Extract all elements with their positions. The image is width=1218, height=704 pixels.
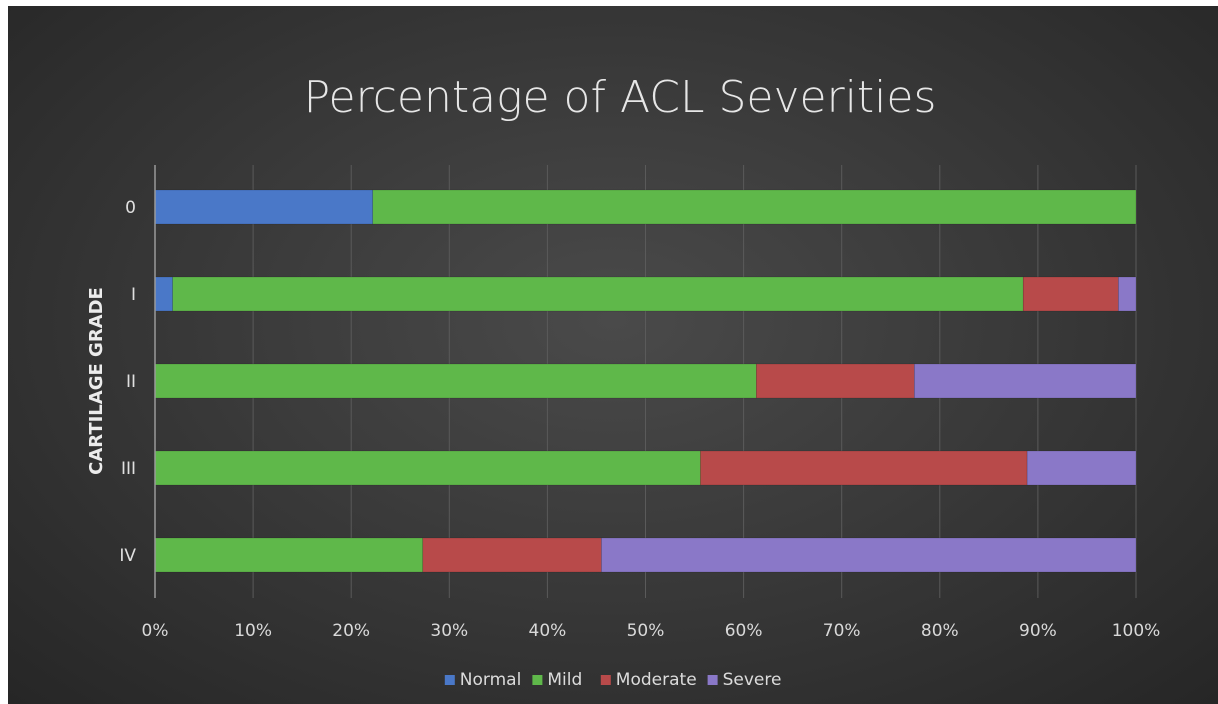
legend-label-severe: Severe [723,670,782,690]
y-tick-label: IV [119,546,136,566]
y-tick-label: III [121,459,136,479]
bar-segment-mild-grade-I [172,276,1024,312]
x-tick-label: 100% [1112,621,1161,641]
x-tick-label: 50% [627,621,665,641]
bar-segment-severe-grade-IV [601,537,1137,573]
x-tick-label: 60% [725,621,763,641]
x-tick-label: 70% [823,621,861,641]
bar-segment-mild-grade-0 [372,189,1137,225]
x-tick-label: 80% [921,621,959,641]
y-tick-label: 0 [125,198,136,218]
x-tick-label: 20% [332,621,370,641]
x-tick-label: 30% [430,621,468,641]
legend-swatch-moderate [600,675,611,685]
y-axis-label: CARTILAGE GRADE [86,287,107,475]
legend-label-mild: Mild [547,670,582,690]
bar-segment-moderate-grade-IV [422,537,602,573]
bar-segment-normal-grade-0 [154,189,374,225]
y-tick-label: I [131,285,136,305]
x-tick-label: 90% [1019,621,1057,641]
bar-segment-mild-grade-IV [154,537,424,573]
bar-segment-moderate-grade-III [700,450,1028,486]
x-tick-label: 10% [234,621,272,641]
bar-segment-mild-grade-II [154,363,757,399]
bar-segment-severe-grade-II [914,363,1137,399]
bar-segment-mild-grade-III [154,450,701,486]
bar-segment-severe-grade-I [1118,276,1137,312]
bar-segment-moderate-grade-I [1022,276,1119,312]
bars [154,189,1137,573]
x-tick-labels: 0% 10% 20% 30% 40% 50% 60% 70% 80% 90% 100% [142,621,1161,641]
legend-label-normal: Normal [460,670,522,690]
bar-segment-severe-grade-III [1026,450,1137,486]
bar-segment-moderate-grade-II [756,363,915,399]
legend-swatch-severe [707,675,718,685]
y-tick-label: II [126,372,136,392]
legend-label-moderate: Moderate [616,670,697,690]
legend: Normal Mild Moderate Severe [444,670,782,690]
chart-background [8,6,1218,704]
chart-title: Percentage of ACL Severities [304,72,937,123]
bar-segment-normal-grade-I [154,276,173,312]
legend-swatch-normal [444,675,455,685]
x-tick-label: 40% [529,621,567,641]
x-tick-label: 0% [142,621,169,641]
legend-swatch-mild [532,675,543,685]
